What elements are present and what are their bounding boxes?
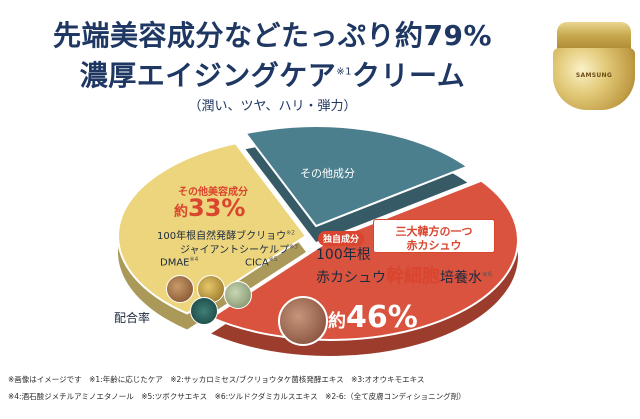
ingredient-note-mark: ※3 (289, 243, 298, 251)
ingredient-name: 100年根自然発酵ブクリョウ (157, 231, 287, 242)
headline-line2-main: 濃厚エイジングケア (79, 59, 337, 92)
ingredient-item: 100年根自然発酵ブクリョウ※2 (157, 227, 295, 242)
ingredient-photo-kelp (190, 297, 218, 325)
slice-label-other: その他成分 (300, 167, 355, 180)
footnote-line1: ※画像はイメージです ※1:年齢に応じたケア ※2:サッカロミセス/ブクリョウタ… (8, 375, 425, 384)
approx-prefix: 約 (328, 311, 346, 332)
ingredient-name: ジャイアントシーケルプ (180, 245, 290, 256)
slice-label-main-line2: 赤カシュウ幹細胞培養水※6 (316, 262, 492, 288)
headline-line2-mark: ※1 (336, 66, 353, 78)
callout-line1: 三大韓方の一つ (395, 225, 473, 238)
unique-ingredient-badge: 独自成分 (318, 231, 365, 246)
jar-body (553, 48, 635, 110)
main-name-note-mark: ※6 (482, 270, 493, 279)
ingredient-note-mark: ※2 (286, 229, 295, 237)
ingredient-photo-cica (224, 281, 252, 309)
slice-value-other-beauty: 約33% (174, 194, 245, 222)
main-name-post: 培養水 (440, 270, 482, 286)
value-text: 46% (346, 300, 418, 335)
headline-line2: 濃厚エイジングケア※1クリーム (0, 54, 545, 94)
ingredient-name: CICA (245, 257, 269, 269)
ingredient-item: DMAE※4 (160, 256, 198, 268)
callout-line2: 赤カシュウ (406, 239, 462, 252)
pie-slice (243, 125, 470, 228)
ingredient-item: CICA※5 (245, 256, 278, 268)
ingredient-photo-root (278, 296, 328, 346)
callout-box: 三大韓方の一つ 赤カシュウ (373, 219, 495, 253)
value-text: 33% (188, 194, 246, 222)
ingredient-note-mark: ※4 (189, 256, 199, 263)
ingredient-item: ジャイアントシーケルプ※3 (180, 241, 298, 256)
slice-value-main: 約46% (328, 300, 418, 335)
ingredient-name: DMAE (160, 257, 190, 269)
chart-title: 配合率 (114, 311, 151, 325)
jar-lid (557, 22, 631, 52)
approx-prefix: 約 (174, 204, 188, 220)
headline-line1: 先端美容成分などたっぷり約79% (52, 19, 493, 52)
main-name-emphasis: 幹細胞 (386, 266, 440, 287)
main-name-pre: 赤カシュウ (316, 270, 386, 286)
slice-label-other-beauty: その他美容成分 (178, 187, 248, 198)
slice-label-main-line1: 100年根 (316, 247, 371, 263)
footnote-line2: ※4:酒石酸ジメチルアミノエタノール ※5:ツボクサエキス ※6:ツルドクダミカ… (8, 392, 466, 401)
headline-subline: （潤い、ツヤ、ハリ・弾力） (188, 99, 357, 114)
ingredient-photo-poria (166, 275, 194, 303)
headline-line2-end: クリーム (352, 59, 466, 92)
product-jar-image: SAMSUNG (553, 22, 635, 112)
pie-slice (117, 142, 308, 315)
ingredient-note-mark: ※5 (268, 256, 278, 263)
jar-label: SAMSUNG (575, 72, 613, 79)
